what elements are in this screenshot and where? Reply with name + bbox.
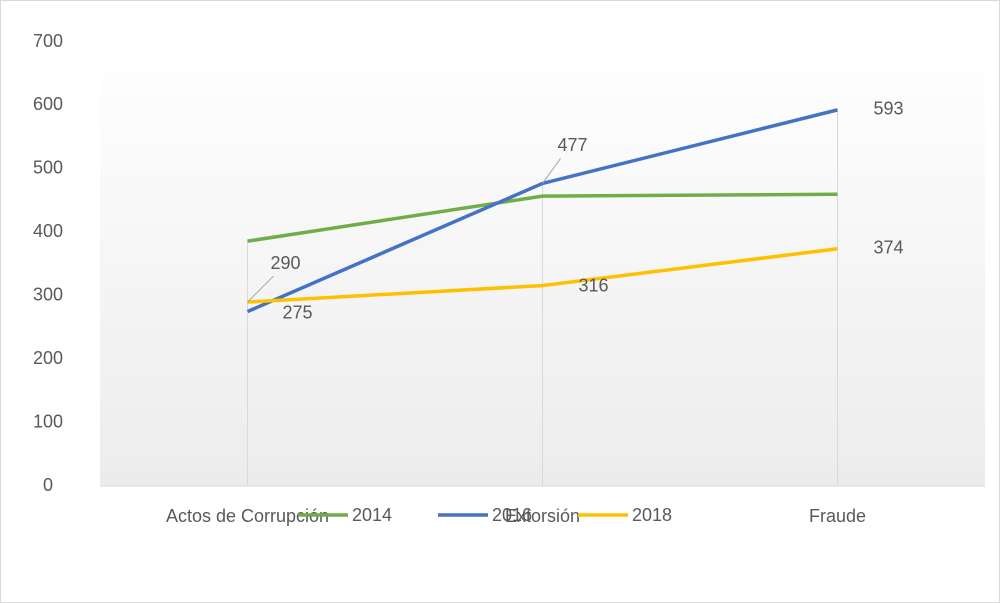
data-label: 477 [557,135,587,155]
y-tick-label: 500 [33,158,63,178]
y-tick-label: 200 [33,348,63,368]
series-line [247,192,838,243]
leader-line [542,158,561,184]
legend-label: 2016 [492,505,532,525]
y-tick-label: 600 [33,94,63,114]
y-tick-label: 300 [33,284,63,304]
x-tick-label: Extorsión [505,506,580,526]
x-tick-label: Fraude [809,506,866,526]
legend-label: 2018 [632,505,672,525]
y-tick-label: 0 [43,475,53,495]
y-tick-label: 700 [33,31,63,51]
y-tick-label: 100 [33,411,63,431]
legend-label: 2014 [352,505,392,525]
data-label: 374 [873,238,903,258]
leader-line [247,275,274,303]
series-line [247,247,838,304]
data-label: 290 [270,253,300,273]
data-label: 593 [873,99,903,119]
x-tick-label: Actos de Corrupción [166,506,329,526]
data-label: 275 [282,302,312,322]
y-tick-label: 400 [33,221,63,241]
data-label: 316 [578,275,608,295]
